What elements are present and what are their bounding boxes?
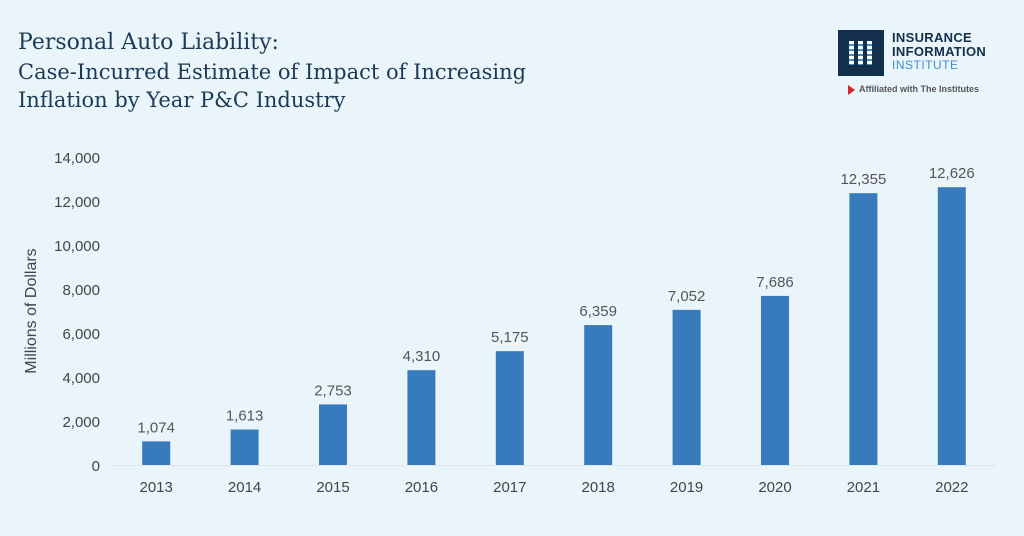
x-axis: 2013 2014 2015 2016 2017 2018 2019 2020 2021 2022 bbox=[112, 465, 996, 496]
x-tick-label: 2017 bbox=[493, 479, 526, 496]
title-sub-line1: Case-Incurred Estimate of Impact of Incr… bbox=[18, 60, 527, 84]
x-tick-label: 2019 bbox=[670, 479, 703, 496]
y-tick-label: 2,000 bbox=[62, 414, 100, 431]
y-tick-label: 6,000 bbox=[62, 326, 100, 343]
data-label: 2,753 bbox=[314, 382, 352, 399]
bar bbox=[230, 429, 259, 465]
data-label: 5,175 bbox=[491, 329, 529, 346]
y-tick-label: 14,000 bbox=[54, 150, 100, 167]
bar bbox=[495, 351, 524, 465]
x-tick-label: 2015 bbox=[316, 479, 349, 496]
y-tick-label: 8,000 bbox=[62, 282, 100, 299]
bar bbox=[761, 295, 789, 465]
data-label: 7,686 bbox=[756, 274, 794, 291]
bar bbox=[849, 193, 878, 465]
x-tick-label: 2014 bbox=[228, 479, 261, 496]
bar bbox=[407, 370, 436, 465]
y-axis-label: Millions of Dollars bbox=[23, 248, 40, 373]
y-tick-label: 4,000 bbox=[62, 370, 100, 387]
affiliation: Affiliated with The Institutes bbox=[848, 84, 979, 95]
iii-logo-icon bbox=[838, 30, 884, 76]
data-label: 1,613 bbox=[226, 408, 264, 425]
y-tick-label: 12,000 bbox=[54, 194, 100, 211]
x-tick-label: 2020 bbox=[758, 479, 791, 496]
x-tick-label: 2021 bbox=[847, 479, 880, 496]
bar bbox=[672, 309, 701, 465]
institutes-icon bbox=[848, 84, 855, 95]
data-label: 6,359 bbox=[579, 303, 617, 320]
x-tick-label: 2018 bbox=[582, 479, 615, 496]
y-tick-label: 10,000 bbox=[54, 238, 100, 255]
chart-title: Personal Auto Liability: Case-Incurred E… bbox=[18, 28, 526, 114]
bars: 1,074 1,613 2,753 4,310 5,175 6,359 7,052 7,686… bbox=[137, 165, 975, 465]
data-label: 12,355 bbox=[840, 171, 886, 188]
y-axis: 0 2,000 4,000 6,000 8,000 10,000 12,000 14,000 M… bbox=[23, 150, 100, 475]
bar bbox=[584, 325, 613, 465]
title-main: Personal Auto Liability: bbox=[18, 30, 279, 55]
x-tick-label: 2022 bbox=[935, 479, 968, 496]
data-label: 1,074 bbox=[137, 419, 175, 436]
bar bbox=[937, 187, 966, 465]
logo-text: INSURANCE INFORMATION bbox=[892, 30, 987, 59]
y-tick-label: 0 bbox=[92, 458, 100, 475]
data-label: 4,310 bbox=[403, 348, 441, 365]
bar bbox=[319, 404, 347, 465]
data-label: 12,626 bbox=[929, 165, 975, 182]
x-tick-label: 2016 bbox=[405, 479, 438, 496]
data-label: 7,052 bbox=[668, 288, 706, 305]
iii-logo: INSURANCE INFORMATION INSTITUTE Affiliat… bbox=[838, 30, 1008, 100]
bar bbox=[142, 441, 171, 465]
logo-institute: INSTITUTE bbox=[892, 58, 959, 72]
x-tick-label: 2013 bbox=[140, 479, 173, 496]
title-sub-line2: Inflation by Year P&C Industry bbox=[18, 88, 346, 112]
